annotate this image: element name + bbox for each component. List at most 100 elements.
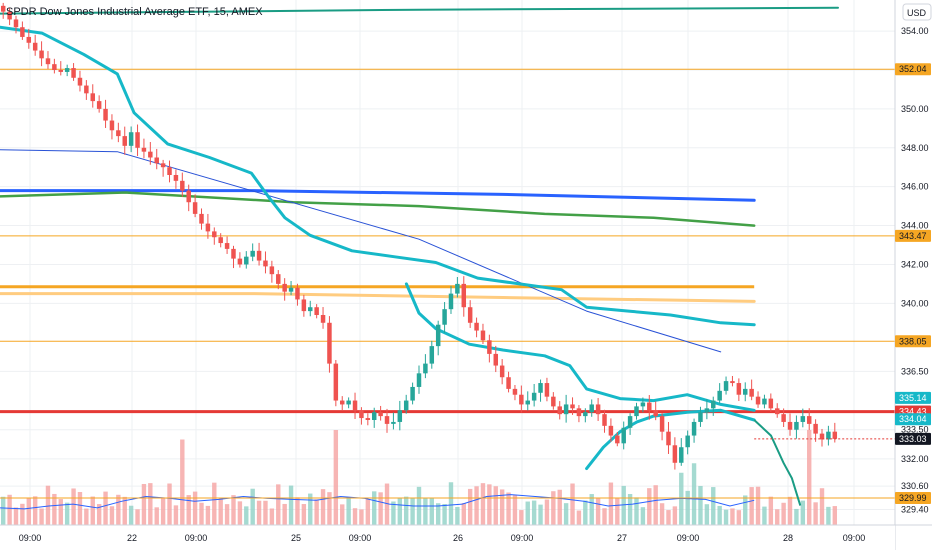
candle-body[interactable] (627, 416, 633, 428)
candle-body[interactable] (327, 322, 332, 364)
candle-body[interactable] (647, 402, 652, 411)
candle-body[interactable] (333, 363, 339, 401)
plot-area[interactable] (0, 0, 895, 525)
candle-body[interactable] (314, 307, 319, 315)
candle-body[interactable] (570, 404, 575, 409)
candle-body[interactable] (711, 400, 716, 409)
candle-body[interactable] (531, 392, 537, 401)
candle-body[interactable] (308, 307, 313, 312)
indicator-line-cyan_upper[interactable] (0, 25, 756, 327)
candle-body[interactable] (743, 388, 748, 395)
candle-body[interactable] (666, 431, 671, 446)
candle-body[interactable] (186, 190, 191, 203)
candle-body[interactable] (583, 412, 588, 417)
candle-body[interactable] (634, 406, 639, 417)
candle-body[interactable] (423, 363, 428, 374)
candle-body[interactable] (288, 287, 294, 292)
price-scale[interactable] (895, 0, 932, 550)
candle-body[interactable] (0, 5, 6, 12)
candle-body[interactable] (160, 163, 166, 168)
candle-body[interactable] (435, 324, 441, 347)
candle-body[interactable] (442, 309, 447, 325)
candle-body[interactable] (429, 346, 435, 364)
candle-body[interactable] (128, 132, 134, 146)
candle-body[interactable] (455, 283, 460, 294)
forecast-line[interactable] (753, 419, 802, 506)
candle-body[interactable] (212, 231, 217, 238)
candle-body[interactable] (813, 423, 818, 434)
candle-body[interactable] (320, 315, 326, 323)
candle-body[interactable] (231, 248, 236, 259)
candle-body[interactable] (58, 70, 64, 72)
candle-body[interactable] (109, 120, 115, 131)
candle-body[interactable] (403, 400, 409, 411)
candle-body[interactable] (672, 445, 678, 463)
candle-body[interactable] (819, 433, 825, 440)
candle-body[interactable] (378, 412, 383, 417)
candle-body[interactable] (20, 27, 25, 37)
candle-body[interactable] (506, 377, 511, 389)
candle-body[interactable] (71, 68, 76, 78)
candle-body[interactable] (794, 421, 799, 430)
candle-body[interactable] (730, 381, 735, 384)
candle-body[interactable] (576, 408, 582, 417)
candle-body[interactable] (141, 147, 147, 152)
candle-body[interactable] (762, 398, 767, 405)
candle-body[interactable] (589, 404, 594, 413)
currency-button[interactable] (902, 3, 932, 21)
candle-body[interactable] (397, 410, 403, 422)
candle-body[interactable] (391, 421, 396, 424)
candle-body[interactable] (717, 390, 722, 401)
candle-body[interactable] (723, 381, 729, 391)
candle-body[interactable] (608, 425, 614, 436)
indicator-line-blue[interactable] (0, 189, 756, 202)
candle-body[interactable] (173, 175, 179, 181)
candle-body[interactable] (461, 283, 467, 308)
indicator-line-orange_light[interactable] (0, 292, 756, 303)
candle-body[interactable] (45, 58, 51, 65)
candle-body[interactable] (371, 412, 377, 420)
candle-body[interactable] (122, 136, 127, 146)
candle-body[interactable] (244, 256, 249, 265)
candle-body[interactable] (755, 396, 761, 405)
candle-body[interactable] (563, 404, 569, 415)
candle-body[interactable] (615, 435, 620, 444)
candle-body[interactable] (800, 416, 806, 422)
candle-body[interactable] (448, 293, 454, 310)
candle-body[interactable] (525, 400, 530, 405)
candle-body[interactable] (135, 132, 140, 148)
candle-body[interactable] (640, 402, 646, 407)
candle-body[interactable] (90, 93, 95, 102)
candle-body[interactable] (295, 287, 300, 300)
candle-body[interactable] (781, 414, 786, 422)
indicator-line-thin_blue[interactable] (0, 149, 722, 353)
candle-body[interactable] (698, 412, 703, 422)
candle-body[interactable] (499, 365, 505, 378)
candle-body[interactable] (544, 383, 550, 397)
candle-body[interactable] (192, 202, 198, 214)
candle-body[interactable] (787, 421, 793, 430)
candle-body[interactable] (13, 19, 19, 28)
candle-body[interactable] (263, 260, 268, 267)
candle-body[interactable] (691, 421, 697, 436)
candle-body[interactable] (365, 418, 371, 420)
indicator-line-green[interactable] (0, 191, 756, 227)
candle-body[interactable] (826, 431, 831, 440)
candle-body[interactable] (103, 108, 108, 121)
candle-body[interactable] (154, 157, 159, 164)
candle-body[interactable] (538, 383, 543, 393)
candle-body[interactable] (39, 50, 44, 59)
candle-body[interactable] (602, 414, 607, 426)
candle-body[interactable] (736, 383, 742, 395)
candle-body[interactable] (487, 340, 492, 354)
candle-body[interactable] (269, 266, 275, 275)
candle-body[interactable] (410, 386, 415, 401)
candle-body[interactable] (749, 388, 754, 397)
candle-body[interactable] (256, 250, 262, 261)
candle-body[interactable] (148, 151, 153, 158)
candle-body[interactable] (512, 388, 518, 395)
candle-body[interactable] (96, 101, 102, 109)
candle-body[interactable] (250, 250, 255, 257)
candle-body[interactable] (346, 400, 351, 405)
